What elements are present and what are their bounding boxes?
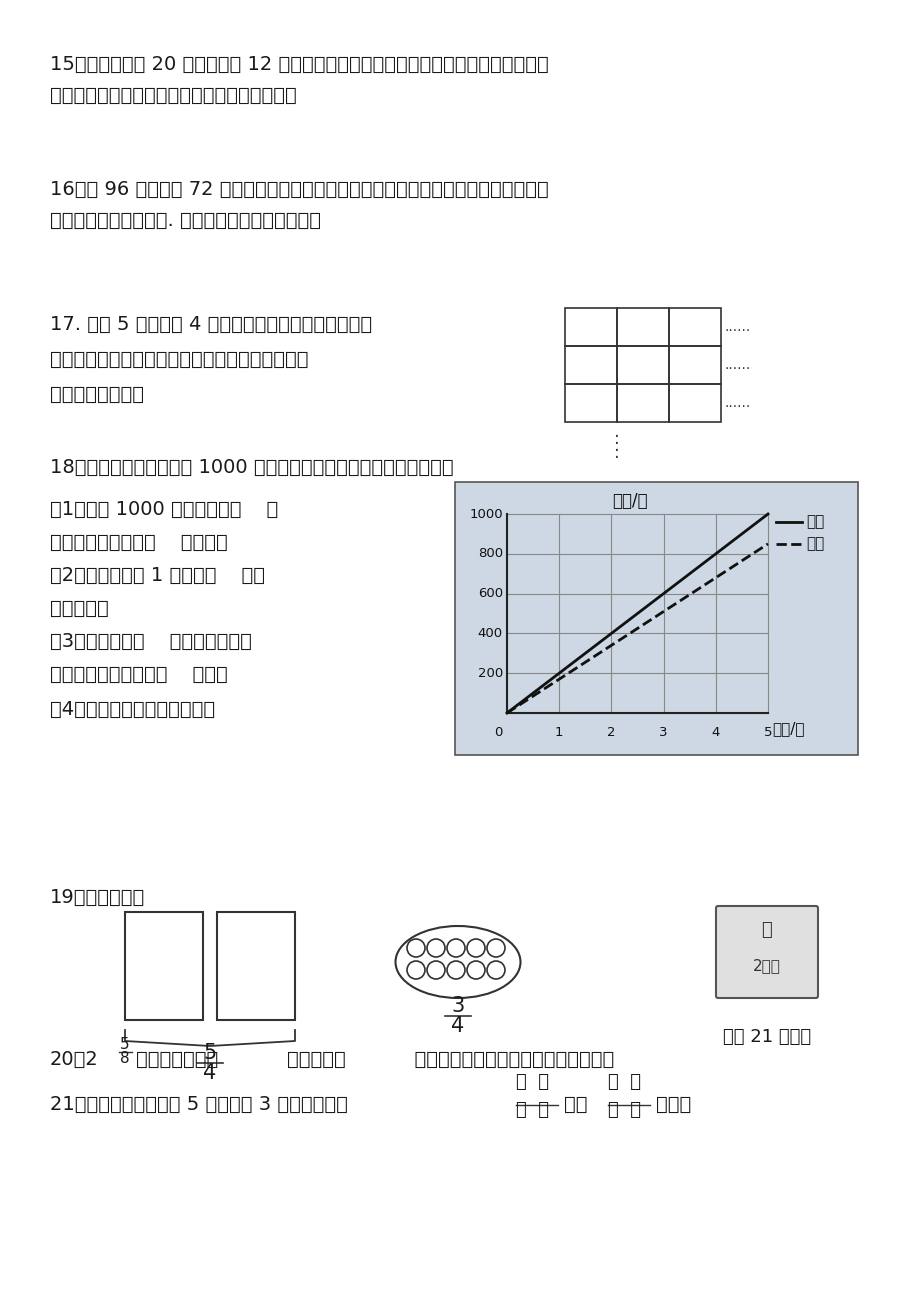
Text: 3: 3: [659, 727, 667, 740]
Bar: [564, 309, 617, 346]
Text: 4: 4: [710, 727, 720, 740]
Bar: [617, 309, 668, 346]
Bar: [617, 384, 668, 422]
Text: :: :: [614, 430, 619, 448]
Text: （  ）: （ ）: [607, 1073, 641, 1091]
Text: 400: 400: [477, 626, 503, 639]
Text: :: :: [614, 444, 619, 462]
Text: 600: 600: [477, 587, 503, 600]
Text: 2千克: 2千克: [753, 958, 780, 974]
Text: 4: 4: [203, 1062, 216, 1083]
Text: 5: 5: [203, 1043, 216, 1062]
Text: （第 21 题图）: （第 21 题图）: [722, 1029, 811, 1046]
Text: 800: 800: [477, 547, 503, 560]
Text: ......: ......: [724, 320, 751, 335]
Bar: [455, 482, 857, 755]
Text: 的分数单位是（           ），再加（           ）个这样的分数单位就是最小的合数。: 的分数单位是（ ），再加（ ）个这样的分数单位就是最小的合数。: [136, 1049, 614, 1069]
Text: 3: 3: [451, 996, 464, 1016]
Bar: [668, 309, 720, 346]
Text: ......: ......: [724, 396, 751, 410]
Text: 1: 1: [554, 727, 562, 740]
Text: 17. 用长 5 厘米、宽 4 厘米的长方形，照右图的样子拼: 17. 用长 5 厘米、宽 4 厘米的长方形，照右图的样子拼: [50, 315, 371, 335]
Text: 1000: 1000: [469, 508, 503, 521]
Text: 0: 0: [494, 727, 503, 740]
Text: 路程/米: 路程/米: [611, 492, 647, 510]
Text: 得快一些。: 得快一些。: [50, 599, 108, 618]
Text: 分钟，张军大约用（    ）分钟。: 分钟，张军大约用（ ）分钟。: [50, 533, 228, 552]
Text: 千克。: 千克。: [655, 1095, 690, 1115]
Text: 4: 4: [451, 1016, 464, 1036]
Text: （3）起跑后的（    ）分钟内，两人: （3）起跑后的（ ）分钟内，两人: [50, 631, 252, 651]
Text: 糖: 糖: [761, 921, 772, 939]
Text: ......: ......: [724, 358, 751, 372]
Text: （4）李林的平均速度是多少？: （4）李林的平均速度是多少？: [50, 700, 215, 719]
Text: 8: 8: [119, 1051, 130, 1066]
Text: 时间/分: 时间/分: [771, 721, 803, 736]
Text: （1）跑完 1000 米，李林用（    ）: （1）跑完 1000 米，李林用（ ）: [50, 500, 278, 519]
Bar: [564, 384, 617, 422]
Text: 2: 2: [607, 727, 615, 740]
Text: 跑的路程同样多，是（    ）米。: 跑的路程同样多，是（ ）米。: [50, 665, 228, 684]
Bar: [217, 911, 295, 1019]
Text: （  ）: （ ）: [516, 1073, 549, 1091]
Text: 需要几个长方形？: 需要几个长方形？: [50, 385, 144, 404]
Bar: [564, 346, 617, 384]
Text: （2）起跑后的第 1 分钟，（    ）跑: （2）起跑后的第 1 分钟，（ ）跑: [50, 566, 265, 585]
Bar: [668, 384, 720, 422]
Text: 5: 5: [763, 727, 771, 740]
Text: 19、涂色表示。: 19、涂色表示。: [50, 888, 145, 907]
Bar: [125, 911, 203, 1019]
Text: （  ）: （ ）: [607, 1101, 641, 1118]
Text: 18、李林和张军两人进行 1000 米的长跑比赛。看图回答下面的问题。: 18、李林和张军两人进行 1000 米的长跑比赛。看图回答下面的问题。: [50, 458, 453, 477]
Text: 5: 5: [119, 1036, 130, 1052]
Text: 李林: 李林: [805, 514, 823, 530]
Bar: [617, 346, 668, 384]
Text: 200: 200: [477, 667, 503, 680]
Text: 16、用 96 朵红花和 72 朵白花做花束，如果每个花束里的红花朵数都相等，每个花束里
的白花的朵数也都相等. 每个花束里最少有几朵花？: 16、用 96 朵红花和 72 朵白花做花束，如果每个花束里的红花朵数都相等，每…: [50, 180, 548, 230]
FancyBboxPatch shape: [715, 906, 817, 999]
Bar: [668, 346, 720, 384]
Text: 20、2: 20、2: [50, 1049, 98, 1069]
Text: 21、把一袋糖平均分成 5 份，其中 3 份是这袋糖的: 21、把一袋糖平均分成 5 份，其中 3 份是这袋糖的: [50, 1095, 347, 1115]
Text: ，是: ，是: [563, 1095, 587, 1115]
Text: （  ）: （ ）: [516, 1101, 549, 1118]
Text: 成正方形。拼成的正方形的边长最小是多少厘米？: 成正方形。拼成的正方形的边长最小是多少厘米？: [50, 350, 308, 368]
Text: 张军: 张军: [805, 536, 823, 552]
Text: 15、把一个长是 20 厘米，宽是 12 厘米，把它剪成大小一样的正方形且没有剩余，正方
形的边长最长是多少厘米？至少可以裁多少个？: 15、把一个长是 20 厘米，宽是 12 厘米，把它剪成大小一样的正方形且没有剩…: [50, 55, 548, 105]
